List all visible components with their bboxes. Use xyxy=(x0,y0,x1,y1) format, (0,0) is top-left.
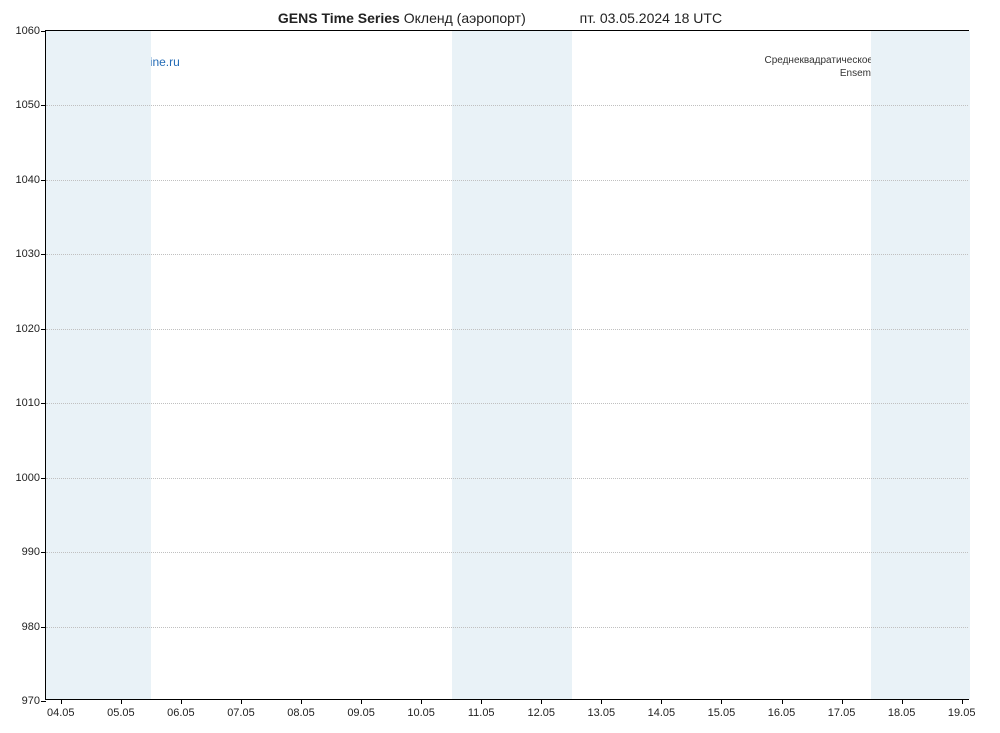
x-tick-mark xyxy=(541,699,542,704)
x-tick-label: 07.05 xyxy=(227,707,255,719)
title-location: Окленд (аэропорт) xyxy=(404,10,526,26)
weekend-band xyxy=(46,31,151,699)
x-tick-mark xyxy=(181,699,182,704)
y-tick-mark xyxy=(41,31,46,32)
x-tick-label: 15.05 xyxy=(708,707,736,719)
y-tick-mark xyxy=(41,701,46,702)
y-tick-mark xyxy=(41,180,46,181)
weekend-band xyxy=(452,31,572,699)
y-tick-label: 990 xyxy=(22,546,40,558)
x-tick-label: 14.05 xyxy=(648,707,676,719)
x-tick-mark xyxy=(241,699,242,704)
x-tick-mark xyxy=(721,699,722,704)
x-tick-mark xyxy=(421,699,422,704)
gridline-h xyxy=(46,478,968,479)
y-tick-mark xyxy=(41,552,46,553)
x-tick-mark xyxy=(61,699,62,704)
x-tick-mark xyxy=(601,699,602,704)
x-tick-label: 13.05 xyxy=(588,707,616,719)
gridline-h xyxy=(46,180,968,181)
gridline-h xyxy=(46,329,968,330)
x-tick-mark xyxy=(121,699,122,704)
x-tick-mark xyxy=(301,699,302,704)
gridline-h xyxy=(46,105,968,106)
x-tick-mark xyxy=(902,699,903,704)
y-tick-label: 1000 xyxy=(16,472,40,484)
x-tick-label: 17.05 xyxy=(828,707,856,719)
chart-title: GENS Time Series Окленд (аэропорт) пт. 0… xyxy=(0,10,1000,26)
x-tick-label: 05.05 xyxy=(107,707,135,719)
x-tick-label: 06.05 xyxy=(167,707,195,719)
gridline-h xyxy=(46,254,968,255)
y-tick-label: 1060 xyxy=(16,25,40,37)
x-tick-label: 10.05 xyxy=(407,707,435,719)
y-tick-label: 1010 xyxy=(16,397,40,409)
y-tick-label: 1050 xyxy=(16,99,40,111)
gridline-h xyxy=(46,552,968,553)
x-tick-label: 08.05 xyxy=(287,707,315,719)
x-tick-mark xyxy=(782,699,783,704)
title-date: пт. 03.05.2024 18 UTC xyxy=(580,10,722,26)
x-tick-mark xyxy=(481,699,482,704)
x-tick-label: 11.05 xyxy=(468,707,495,719)
x-tick-label: 12.05 xyxy=(527,707,555,719)
x-tick-mark xyxy=(962,699,963,704)
gridline-h xyxy=(46,627,968,628)
x-tick-label: 19.05 xyxy=(948,707,976,719)
y-tick-label: 1020 xyxy=(16,323,40,335)
gridline-h xyxy=(46,403,968,404)
x-tick-mark xyxy=(661,699,662,704)
y-tick-mark xyxy=(41,254,46,255)
y-tick-label: 980 xyxy=(22,621,40,633)
x-tick-label: 18.05 xyxy=(888,707,916,719)
y-tick-label: 1030 xyxy=(16,248,40,260)
x-tick-label: 04.05 xyxy=(47,707,75,719)
weekend-band xyxy=(871,31,970,699)
y-tick-mark xyxy=(41,478,46,479)
x-tick-label: 09.05 xyxy=(347,707,375,719)
plot-area: cc pogodaonline.ru min/maxСреднеквадрати… xyxy=(45,30,969,700)
chart-container: GENS Time Series Окленд (аэропорт) пт. 0… xyxy=(0,0,1000,733)
y-tick-mark xyxy=(41,329,46,330)
y-tick-mark xyxy=(41,627,46,628)
y-tick-mark xyxy=(41,403,46,404)
x-tick-mark xyxy=(361,699,362,704)
title-main: GENS Time Series xyxy=(278,10,400,26)
x-tick-label: 16.05 xyxy=(768,707,796,719)
y-tick-mark xyxy=(41,105,46,106)
x-tick-mark xyxy=(842,699,843,704)
y-tick-label: 1040 xyxy=(16,174,40,186)
y-tick-label: 970 xyxy=(22,695,40,707)
